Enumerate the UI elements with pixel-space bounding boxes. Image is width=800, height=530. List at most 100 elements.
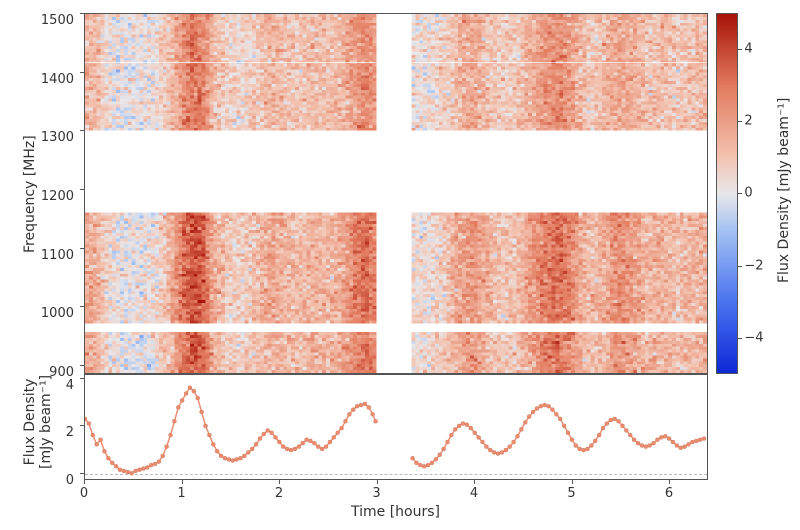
xtick [279, 480, 280, 484]
lightcurve-marker [593, 439, 597, 443]
ytick [80, 13, 84, 14]
cbar-tick [738, 121, 742, 122]
lightcurve-marker [308, 439, 312, 443]
lightcurve-marker [343, 419, 347, 423]
lightcurve-marker [126, 470, 130, 474]
xtick [182, 480, 183, 484]
lightcurve-marker [496, 451, 500, 455]
lightcurve-marker [535, 406, 539, 410]
lightcurve-marker [547, 404, 551, 408]
hi-line [85, 62, 707, 63]
xtick-label: 4 [470, 486, 478, 501]
xtick-label: 2 [275, 486, 283, 501]
lightcurve-marker [484, 444, 488, 448]
lightcurve-marker [118, 467, 122, 471]
xtick [84, 480, 85, 484]
lightcurve-marker [411, 456, 415, 460]
lightcurve-marker [347, 412, 351, 416]
lightcurve-marker [281, 444, 285, 448]
lightcurve-marker [675, 443, 679, 447]
lightcurve-marker [192, 389, 196, 393]
lightcurve-marker [589, 443, 593, 447]
lightcurve-marker [110, 461, 114, 465]
lightcurve-marker [687, 442, 691, 446]
bottom-ylabel: Flux Density[mJy beam⁻¹] [22, 374, 54, 468]
lightcurve-marker [477, 435, 481, 439]
lightcurve-marker [488, 448, 492, 452]
lightcurve-marker [324, 444, 328, 448]
lightcurve-marker [566, 430, 570, 434]
lightcurve-marker [519, 427, 523, 431]
xtick [669, 480, 670, 484]
lightcurve-marker [99, 437, 103, 441]
lightcurve-marker [328, 440, 332, 444]
cbar-tick-label: 2 [744, 114, 752, 129]
bottom-xlabel: Time [hours] [351, 504, 440, 520]
figure-root: 900100011001200130014001500Frequency [MH… [0, 0, 800, 530]
lightcurve-marker [601, 426, 605, 430]
lightcurve-marker [351, 407, 355, 411]
lightcurve-marker [204, 424, 208, 428]
lightcurve-marker [418, 463, 422, 467]
lightcurve-marker [644, 444, 648, 448]
lightcurve-marker [153, 462, 157, 466]
xtick [572, 480, 573, 484]
lightcurve-marker [469, 426, 473, 430]
lightcurve-marker [457, 424, 461, 428]
lightcurve-marker [359, 403, 363, 407]
lightcurve-marker [558, 417, 562, 421]
lightcurve-marker [316, 444, 320, 448]
cbar-tick-label: −2 [744, 258, 763, 273]
lightcurve-marker [434, 457, 438, 461]
colorbar [716, 13, 738, 373]
lightcurve-marker [500, 450, 504, 454]
lightcurve-marker [285, 447, 289, 451]
lightcurve-marker [180, 398, 184, 402]
lightcurve-marker [363, 402, 367, 406]
top-ylabel: Frequency [MHz] [22, 136, 38, 254]
lightcurve-marker [250, 447, 254, 451]
lightcurve-panel [84, 374, 708, 480]
colorbar-label: Flux Density [mJy beam⁻¹] [776, 98, 792, 283]
lightcurve-marker [543, 403, 547, 407]
lightcurve-marker [336, 430, 340, 434]
lightcurve-marker [683, 444, 687, 448]
xtick-label: 3 [372, 486, 380, 501]
lightcurve-marker [239, 456, 243, 460]
lightcurve-marker [355, 404, 359, 408]
lightcurve-marker [438, 452, 442, 456]
lightcurve-marker [531, 410, 535, 414]
lightcurve-marker [270, 430, 274, 434]
lightcurve-marker [562, 424, 566, 428]
lightcurve-marker [266, 428, 270, 432]
ytick [80, 425, 84, 426]
lightcurve-marker [570, 437, 574, 441]
lightcurve-marker [636, 441, 640, 445]
lightcurve-marker [679, 445, 683, 449]
lightcurve-marker [426, 463, 430, 467]
xtick-label: 5 [567, 486, 575, 501]
lightcurve-marker [95, 442, 99, 446]
lightcurve-marker [137, 467, 141, 471]
lightcurve-marker [597, 433, 601, 437]
cbar-tick [738, 193, 742, 194]
lightcurve-marker [442, 447, 446, 451]
lightcurve-marker [667, 436, 671, 440]
lightcurve-marker [578, 447, 582, 451]
lightcurve-marker [628, 433, 632, 437]
lightcurve-marker [473, 430, 477, 434]
lightcurve-marker [145, 465, 149, 469]
xtick-label: 6 [665, 486, 673, 501]
lightcurve-marker [492, 450, 496, 454]
lightcurve-marker [508, 444, 512, 448]
ytick [80, 365, 84, 366]
lightcurve-marker [504, 448, 508, 452]
lightcurve-marker [702, 436, 706, 440]
lightcurve-marker [414, 461, 418, 465]
lightcurve-marker [85, 417, 87, 421]
cbar-tick [738, 338, 742, 339]
lightcurve-marker [165, 444, 169, 448]
ytick [80, 473, 84, 474]
lightcurve-marker [648, 443, 652, 447]
lightcurve-marker [297, 444, 301, 448]
